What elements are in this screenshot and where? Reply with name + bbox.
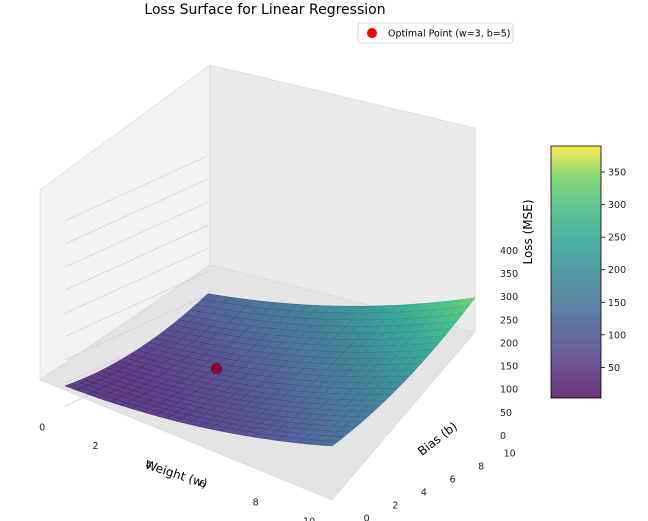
z-axis-label: Loss (MSE) (521, 199, 535, 264)
grid-line (64, 155, 209, 222)
x-tick-labels: 0 2 4 6 8 10 (39, 422, 315, 521)
z-tick-label: 200 (500, 338, 518, 349)
z-tick-label: 50 (500, 408, 512, 419)
y-axis-label: Bias (b) (415, 419, 460, 458)
optimal-point-marker (211, 363, 223, 375)
surface-cell (320, 440, 339, 447)
y-tick-labels: 0 2 4 6 8 10 (364, 448, 516, 521)
colorbar-tick-label: 50 (608, 363, 620, 374)
grid-line (64, 248, 209, 314)
x-tick-label: 10 (303, 516, 315, 521)
colorbar-gradient (550, 145, 602, 399)
z-tick-label: 350 (500, 269, 518, 280)
grid-line (64, 224, 209, 291)
x-tick-label: 6 (199, 479, 205, 490)
grid-line (64, 294, 209, 361)
colorbar-tick-label: 100 (608, 330, 626, 341)
x-tick-label: 0 (39, 422, 45, 433)
colorbar-tick-label: 250 (608, 233, 626, 244)
legend-label: Optimal Point (w=3, b=5) (388, 29, 510, 40)
z-tick-labels: 0 50 100 150 200 250 300 350 400 (500, 246, 518, 442)
legend: Optimal Point (w=3, b=5) (357, 22, 514, 44)
grid-line (64, 201, 209, 268)
z-tick-label: 150 (500, 362, 518, 373)
x-axis-label: Weight (w) (143, 458, 209, 491)
z-tick-label: 250 (500, 315, 518, 326)
x-tick-label: 4 (146, 460, 152, 471)
colorbar-ticks: 50 100 150 200 250 300 350 (601, 168, 626, 374)
grid-line (64, 271, 209, 337)
x-tick-label: 8 (253, 498, 259, 509)
y-tick-label: 2 (392, 500, 398, 511)
colorbar: 50 100 150 200 250 300 350 (550, 145, 626, 399)
y-tick-label: 4 (421, 487, 427, 498)
colorbar-tick-label: 350 (608, 168, 626, 179)
colorbar-tick-label: 150 (608, 298, 626, 309)
chart-title: Loss Surface for Linear Regression (144, 2, 385, 18)
x-tick-label: 2 (92, 441, 98, 452)
colorbar-tick-label: 300 (608, 200, 626, 211)
legend-box (357, 22, 514, 44)
y-tick-label: 8 (478, 461, 484, 472)
legend-marker (367, 28, 377, 38)
grid-line (64, 178, 209, 245)
z-tick-label: 300 (500, 292, 518, 303)
z-tick-label: 100 (500, 385, 518, 396)
z-tick-label: 0 (500, 431, 506, 442)
y-tick-label: 6 (449, 474, 455, 485)
y-tick-label: 0 (364, 513, 370, 521)
loss-surface (64, 293, 476, 447)
z-tick-label: 400 (500, 246, 518, 257)
y-tick-label: 10 (504, 448, 516, 459)
colorbar-tick-label: 200 (608, 265, 626, 276)
